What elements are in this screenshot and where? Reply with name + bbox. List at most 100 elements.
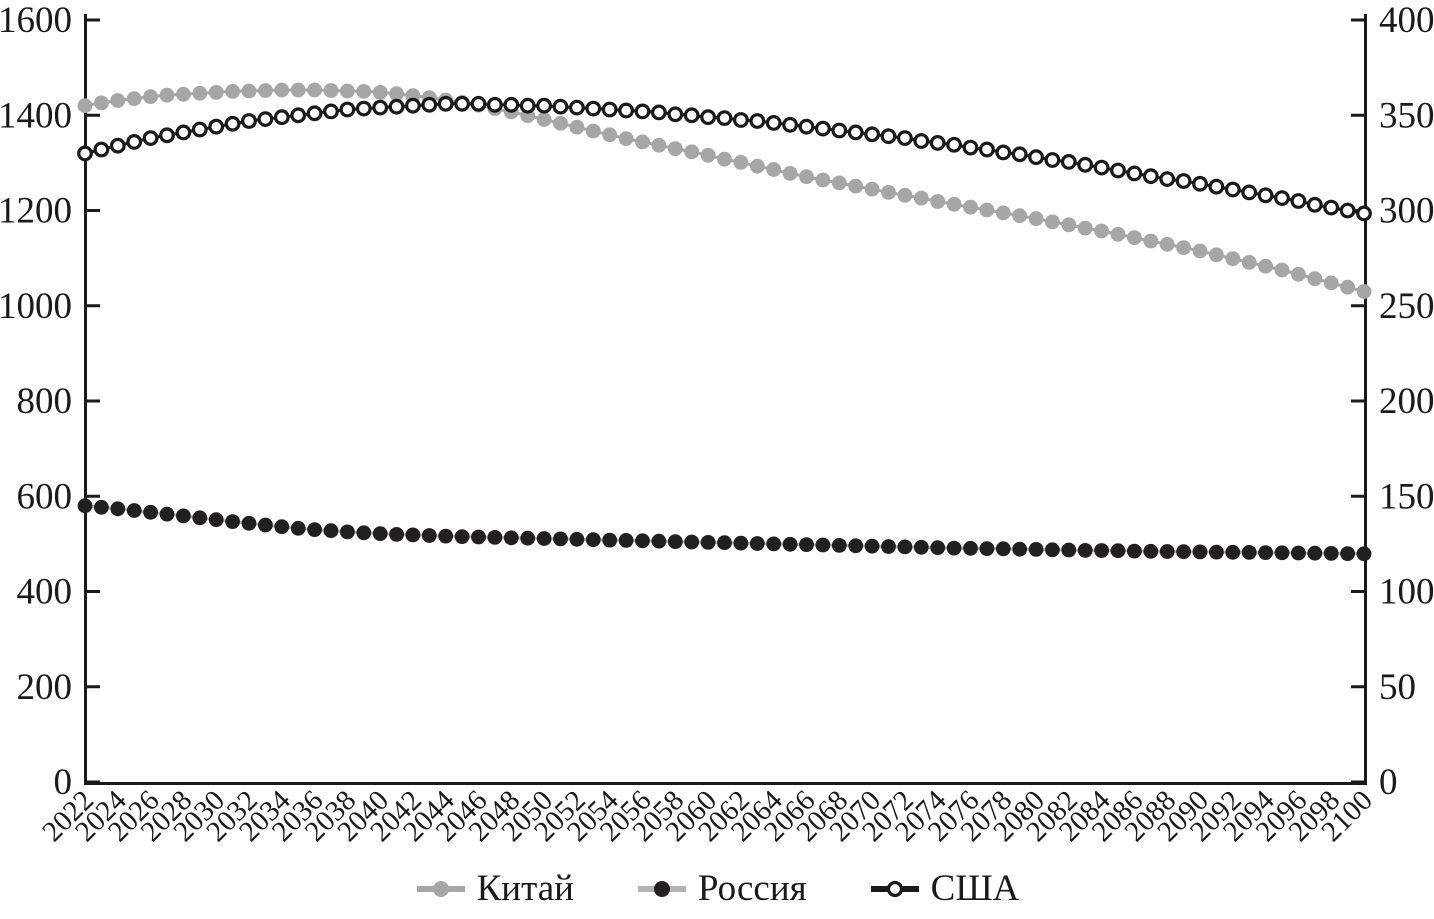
usa-data-point xyxy=(601,101,618,118)
russia-data-point xyxy=(946,540,962,556)
china-data-point xyxy=(143,89,159,105)
usa-data-point xyxy=(569,99,585,116)
russia-data-point xyxy=(963,540,978,556)
left-axis-tick-label: 1400 xyxy=(0,95,72,136)
legend-item-usa: США xyxy=(869,870,1019,907)
right-axis-tick-label: 50 xyxy=(1379,667,1416,708)
usa-data-point xyxy=(372,99,389,116)
usa-data-point xyxy=(864,126,880,143)
china-data-point xyxy=(1323,275,1339,291)
usa-data-point xyxy=(962,139,979,156)
usa-data-point xyxy=(897,130,913,147)
china-data-point xyxy=(963,199,978,215)
china-data-point xyxy=(1143,233,1159,249)
china-data-point xyxy=(585,123,601,139)
china-data-point xyxy=(1225,251,1241,266)
usa-data-point xyxy=(733,112,749,128)
usa-data-point xyxy=(1192,175,1208,192)
china-data-point xyxy=(110,93,126,108)
usa-data-point xyxy=(224,115,241,132)
right-axis-tick-label: 150 xyxy=(1379,476,1434,517)
usa-data-point xyxy=(191,121,208,138)
usa-data-point xyxy=(323,103,339,120)
legend-item-china: Китай xyxy=(415,870,574,907)
china-data-point xyxy=(1094,223,1109,239)
russia-data-point xyxy=(733,535,749,551)
usa-data-point xyxy=(1290,193,1307,209)
usa-data-point xyxy=(241,113,257,129)
china-data-point xyxy=(307,82,322,98)
usa-data-point xyxy=(815,120,831,137)
china-data-point xyxy=(1045,214,1060,230)
china-data-point xyxy=(389,86,404,102)
china-data-point xyxy=(1159,236,1175,252)
china-data-point xyxy=(1209,247,1224,263)
russia-data-point xyxy=(487,530,503,545)
china-data-point xyxy=(241,83,257,99)
china-data-point xyxy=(667,141,683,157)
usa-data-point xyxy=(946,136,962,153)
china-data-point xyxy=(979,202,995,218)
russia-data-point xyxy=(77,498,93,514)
usa-data-point xyxy=(1224,181,1241,198)
russia-data-point xyxy=(241,515,257,531)
russia-data-point xyxy=(143,504,159,520)
china-data-point xyxy=(1356,284,1372,299)
russia-series-marker-icon xyxy=(637,880,686,897)
series-usa xyxy=(77,95,1372,222)
usa-data-point xyxy=(651,104,667,121)
left-axis-tick-label: 800 xyxy=(17,381,73,422)
russia-data-point xyxy=(176,508,191,524)
china-data-point xyxy=(208,85,224,100)
china-data-point xyxy=(897,187,913,203)
right-axis-tick-label: 300 xyxy=(1379,191,1434,232)
usa-data-point xyxy=(929,134,946,151)
russia-data-point xyxy=(421,528,437,543)
china-data-point xyxy=(831,175,847,191)
usa-data-point xyxy=(290,107,307,124)
legend-label-china: Китай xyxy=(476,868,574,909)
russia-data-point xyxy=(1127,543,1142,559)
china-data-point xyxy=(815,172,831,188)
china-data-point xyxy=(1110,226,1126,242)
usa-data-point xyxy=(1175,173,1192,189)
china-data-point xyxy=(192,85,208,101)
russia-data-point xyxy=(1176,544,1191,560)
usa-data-point xyxy=(1060,153,1077,170)
china-data-point xyxy=(1340,279,1355,295)
usa-data-point xyxy=(552,98,569,115)
russia-data-point xyxy=(323,523,339,539)
usa-data-point xyxy=(847,124,864,141)
china-data-point xyxy=(1061,217,1077,233)
usa-data-point xyxy=(782,116,798,133)
russia-data-point xyxy=(553,531,568,547)
russia-data-point xyxy=(717,535,732,551)
russia-data-point xyxy=(225,514,241,529)
usa-data-point xyxy=(995,144,1012,161)
left-axis-tick-label: 0 xyxy=(54,762,73,803)
series-china xyxy=(77,82,1372,299)
china-data-point xyxy=(1176,240,1191,256)
russia-data-point xyxy=(1274,545,1290,561)
china-data-point xyxy=(126,91,142,106)
china-data-point xyxy=(176,86,191,102)
right-axis-tick-label: 350 xyxy=(1379,95,1434,136)
usa-data-point xyxy=(1044,152,1061,168)
usa-data-point xyxy=(831,122,848,139)
usa-data-point xyxy=(798,118,815,135)
china-data-point xyxy=(1077,220,1093,236)
left-axis-tick-label: 600 xyxy=(17,476,73,517)
usa-data-point xyxy=(585,100,602,117)
usa-data-point xyxy=(126,133,143,150)
usa-data-point xyxy=(749,113,766,129)
china-data-point xyxy=(1291,266,1306,282)
tick-marks xyxy=(86,18,1365,784)
china-data-point xyxy=(733,155,749,170)
usa-data-point xyxy=(77,145,93,162)
china-data-point xyxy=(1028,211,1044,227)
russia-data-point xyxy=(1110,543,1126,559)
russia-data-point xyxy=(864,538,880,554)
china-data-point xyxy=(766,162,782,177)
china-series-marker-icon xyxy=(416,880,465,897)
china-data-point xyxy=(881,185,896,200)
